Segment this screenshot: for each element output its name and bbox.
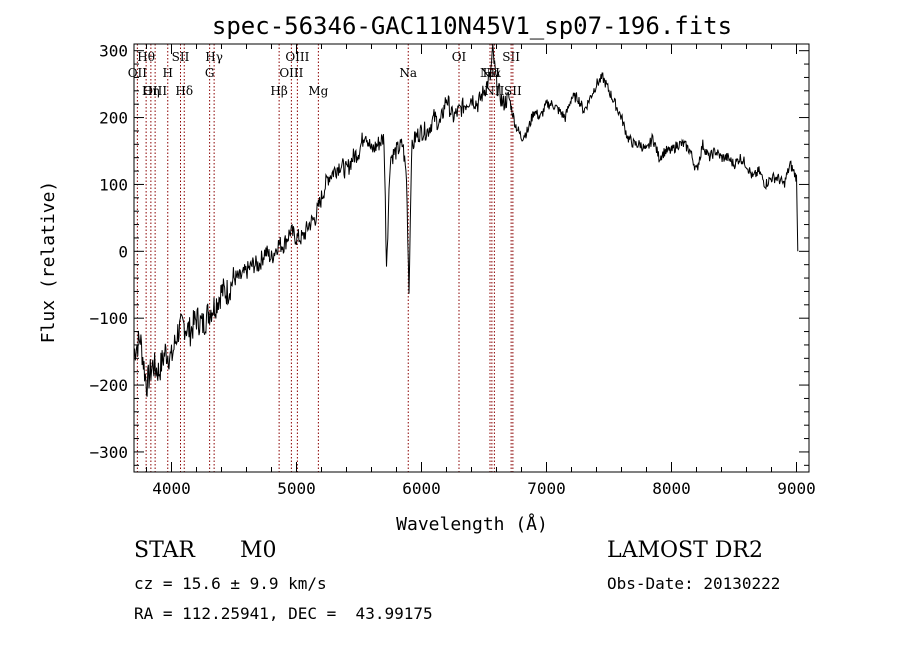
marker-label: OIII	[285, 50, 309, 64]
x-tick-label: 6000	[402, 479, 441, 498]
y-tick-label: 200	[99, 109, 128, 128]
spectrum-line	[133, 43, 799, 397]
axes: 4000 5000 6000 7000 8000 9000 −300 −200 −100 0 100…	[89, 42, 815, 498]
plot-frame	[133, 43, 810, 473]
marker-label: H	[163, 66, 173, 80]
object-class: STAR	[134, 538, 195, 563]
marker-label: OII	[128, 66, 148, 80]
marker-label: Hδ	[175, 84, 193, 98]
marker-label: Hγ	[205, 50, 223, 64]
chart-title: spec-56346-GAC110N45V1_sp07-196.fits	[212, 12, 732, 40]
marker-label: Hθ	[137, 50, 155, 64]
y-tick-label: −300	[89, 443, 128, 462]
x-axis-label: Wavelength (Å)	[396, 513, 548, 535]
y-tick-label: −200	[89, 376, 128, 395]
marker-label: OI	[452, 50, 467, 64]
marker-label: SII	[172, 50, 190, 64]
marker-label: OIII	[279, 66, 303, 80]
object-subclass: M0	[240, 538, 277, 563]
marker-label: Hβ	[270, 84, 287, 98]
x-tick-label: 8000	[652, 479, 691, 498]
x-tick-label: 9000	[777, 479, 816, 498]
redshift-text: cz = 15.6 ± 9.9 km/s	[134, 574, 327, 593]
y-tick-label: 100	[99, 175, 128, 194]
marker-label: OIII	[143, 84, 167, 98]
marker-label: G	[205, 66, 215, 80]
spectrum-series	[133, 43, 799, 397]
coordinates-text: RA = 112.25941, DEC = 43.99175	[134, 604, 433, 623]
marker-label: SII	[502, 50, 520, 64]
marker-label: Hη	[142, 84, 160, 98]
x-tick-label: 4000	[152, 479, 191, 498]
y-tick-label: −100	[89, 309, 128, 328]
x-tick-label: 7000	[527, 479, 566, 498]
marker-label: Na	[399, 66, 417, 80]
marker-label: Mg	[308, 84, 328, 98]
obs-date-text: Obs-Date: 20130222	[607, 574, 781, 593]
y-tick-label: 300	[99, 42, 128, 61]
y-axis-label: Flux (relative)	[38, 181, 59, 344]
survey-label: LAMOST DR2	[607, 538, 763, 563]
x-tick-label: 5000	[277, 479, 316, 498]
y-tick-label: 0	[118, 242, 128, 261]
